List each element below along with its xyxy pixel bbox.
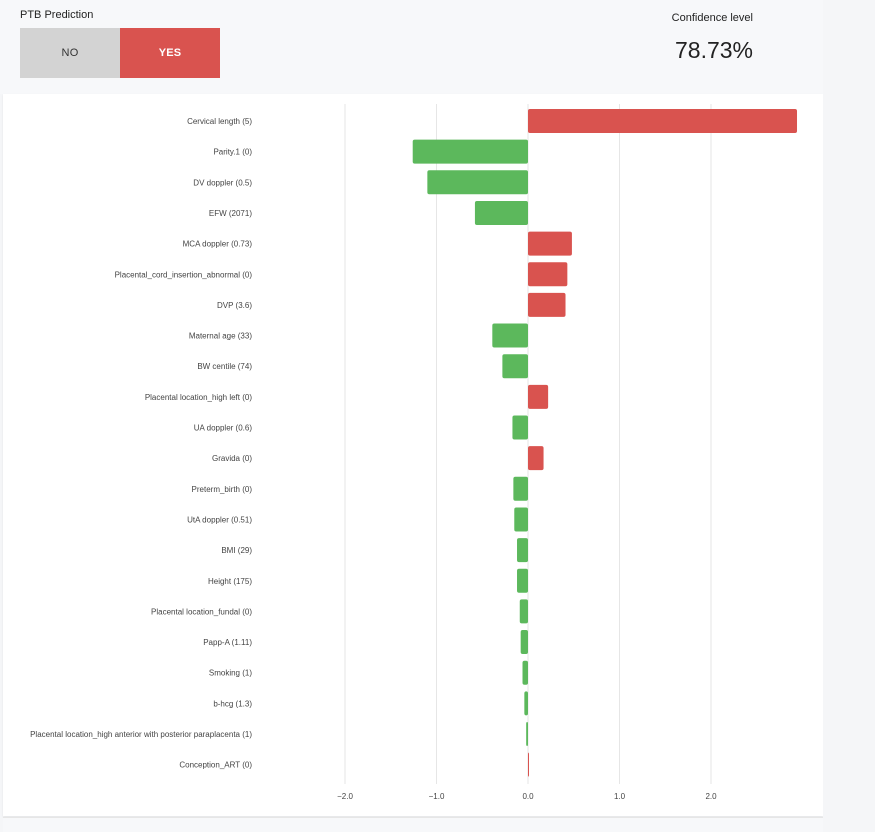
bottom-strip [3,817,823,832]
bar [517,568,528,593]
y-tick-label: EFW (2071) [209,209,252,218]
y-tick-label: Preterm_birth (0) [192,485,253,494]
y-tick-label: BW centile (74) [197,362,252,371]
y-tick-label: Smoking (1) [209,669,252,678]
y-tick-label: BMI (29) [221,546,252,555]
y-tick-label: Papp-A (1.11) [203,638,252,647]
y-tick-label: Gravida (0) [212,454,252,463]
ptb-prediction-title: PTB Prediction [20,9,94,21]
bar [528,262,568,287]
chart-svg: Cervical length (5) Parity.1 (0) DV dopple… [30,104,798,801]
bar [528,752,529,777]
bar [524,691,528,716]
bar [520,630,528,655]
bar [502,354,528,379]
y-tick-label: Placental location_high left (0) [145,393,253,402]
y-tick-label: DVP (3.6) [217,301,252,310]
y-tick-label: Placental_cord_insertion_abnormal (0) [115,270,253,279]
bar [528,292,566,317]
y-tick-label: Conception_ART (0) [179,761,252,770]
x-tick-label: 2.0 [705,792,717,801]
bar [513,476,528,501]
confidence-label: Confidence level [671,12,753,24]
bar [474,200,528,225]
bar [526,722,528,746]
y-tick-label: UtA doppler (0.51) [187,515,252,524]
x-tick-label: −2.0 [337,792,353,801]
y-tick-label: UA doppler (0.6) [194,424,253,433]
bar [528,231,572,256]
bar [427,170,528,195]
y-tick-label: MCA doppler (0.73) [183,240,253,249]
yes-button[interactable]: YES [120,28,220,78]
y-tick-label: Cervical length (5) [187,117,252,126]
y-tick-label: Placental location_high anterior with po… [30,730,252,739]
x-tick-label: −1.0 [429,792,445,801]
bar [528,446,544,471]
bar [522,660,528,685]
bar [514,507,528,532]
y-tick-label: Parity.1 (0) [213,148,252,157]
prediction-header: PTB Prediction NO YES Confidence level 7… [0,0,823,94]
x-tick-label: 0.0 [522,792,534,801]
bar [412,139,528,164]
confidence-value: 78.73% [674,37,753,63]
y-tick-label: Placental location_fundal (0) [151,607,252,616]
bar [528,109,798,133]
bar [512,415,528,440]
bar [517,538,528,563]
y-tick-label: Maternal age (33) [189,332,252,341]
y-tick-label: Height (175) [208,577,252,586]
x-tick-label: 1.0 [614,792,626,801]
no-button[interactable]: NO [20,28,120,78]
y-tick-label: b-hcg (1.3) [213,699,252,708]
bar [492,323,528,348]
feature-contribution-chart: Cervical length (5) Parity.1 (0) DV dopple… [3,94,823,816]
bar [528,384,549,409]
right-gutter [823,0,875,831]
y-tick-label: DV doppler (0.5) [193,178,252,187]
prediction-toggle[interactable]: NO YES [20,28,220,78]
bar [519,599,528,624]
